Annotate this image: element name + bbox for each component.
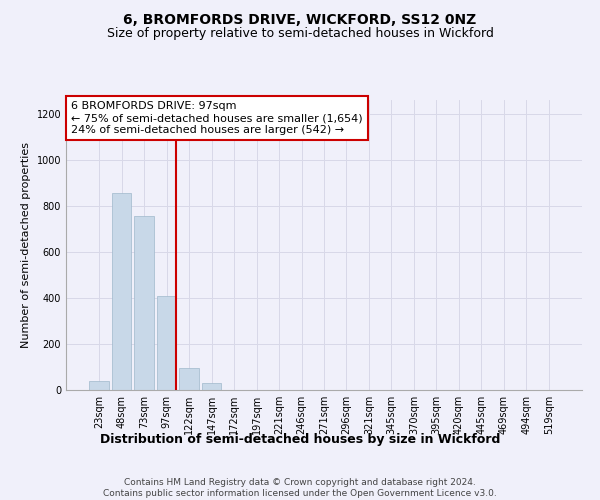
Text: Size of property relative to semi-detached houses in Wickford: Size of property relative to semi-detach… [107, 28, 493, 40]
Text: Distribution of semi-detached houses by size in Wickford: Distribution of semi-detached houses by … [100, 432, 500, 446]
Bar [202, 383, 221, 390]
Bar [112, 193, 131, 390]
Text: Contains HM Land Registry data © Crown copyright and database right 2024.
Contai: Contains HM Land Registry data © Crown c… [103, 478, 497, 498]
Y-axis label: Number of semi-detached properties: Number of semi-detached properties [21, 142, 31, 348]
Bar [134, 216, 154, 390]
Text: 6 BROMFORDS DRIVE: 97sqm
← 75% of semi-detached houses are smaller (1,654)
24% o: 6 BROMFORDS DRIVE: 97sqm ← 75% of semi-d… [71, 102, 363, 134]
Bar [179, 368, 199, 390]
Bar [89, 381, 109, 390]
Bar [157, 296, 176, 390]
Text: 6, BROMFORDS DRIVE, WICKFORD, SS12 0NZ: 6, BROMFORDS DRIVE, WICKFORD, SS12 0NZ [124, 12, 476, 26]
